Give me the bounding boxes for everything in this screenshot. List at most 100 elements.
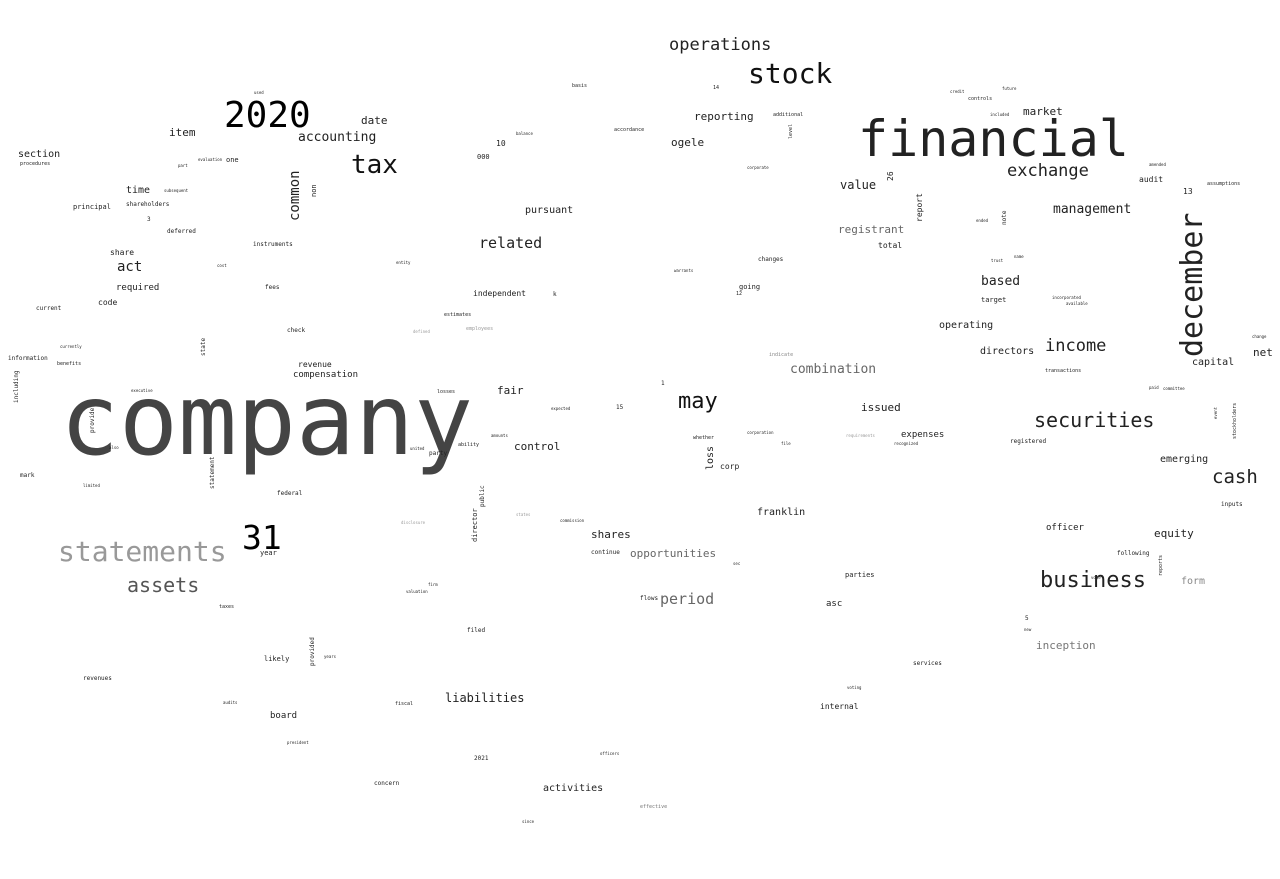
word-stock: stock [748, 57, 833, 90]
word-3: 3 [147, 216, 151, 223]
word-whether: whether [693, 435, 715, 441]
word-statement: statement [209, 456, 216, 489]
word-likely: likely [264, 655, 290, 663]
word-reporting: reporting [694, 110, 754, 123]
word-equity: equity [1154, 527, 1194, 540]
word-fair: fair [497, 384, 524, 397]
word-may: may [678, 389, 718, 414]
word-incorporated: incorporated [1052, 295, 1081, 300]
word-recognized: recognized [894, 441, 919, 446]
word-asc: asc [826, 599, 843, 609]
word-company: company [60, 364, 474, 478]
word-officer: officer [1046, 523, 1084, 533]
word-registrant: registrant [838, 223, 905, 236]
word-state: state [200, 337, 207, 356]
word-new: new [1024, 627, 1032, 632]
word-ability: ability [458, 442, 480, 448]
word-services: services [913, 660, 942, 667]
word-losses: losses [437, 389, 456, 395]
word-principal: principal [73, 203, 111, 211]
word-2020: 2020 [224, 95, 311, 136]
word-assets: assets [127, 573, 200, 597]
word-reports: reports [1158, 554, 1164, 576]
word-firm: firm [428, 582, 438, 587]
word-balance: balance [516, 131, 533, 136]
word-board: board [270, 711, 298, 721]
word-pursuant: pursuant [525, 205, 574, 216]
word-tax: tax [351, 150, 398, 180]
word-26: 26 [886, 171, 895, 181]
word-corporation: corporation [747, 430, 774, 435]
word-entity: entity [396, 260, 411, 265]
word-act: act [117, 259, 143, 275]
word-operations: operations [669, 35, 772, 55]
word-emerging: emerging [1160, 454, 1209, 465]
word-president: president [287, 740, 309, 745]
word-included: included [990, 112, 1010, 117]
word-income: income [1045, 336, 1107, 356]
word-used: used [254, 90, 264, 95]
word-shareholders: shareholders [126, 201, 170, 208]
word-compensation: compensation [293, 370, 359, 380]
word-amended: amended [1149, 162, 1166, 167]
word-valuation: valuation [406, 589, 428, 594]
word-also: also [109, 445, 119, 450]
word-internal: internal [820, 702, 859, 711]
word-value: value [840, 178, 877, 192]
word-corporate: corporate [747, 165, 769, 170]
word-revenues: revenues [83, 675, 112, 682]
word-cash: cash [1212, 466, 1258, 488]
word-section: section [18, 149, 61, 160]
word-voting: voting [847, 685, 862, 690]
word-flows: flows [640, 595, 659, 602]
word-states: states [516, 512, 531, 517]
word-ended: ended [976, 218, 989, 223]
word-2021: 2021 [474, 755, 489, 762]
word-loss: loss [705, 445, 716, 470]
word-changes: changes [758, 256, 784, 263]
word-additional: additional [773, 112, 804, 118]
word-party: party [429, 450, 448, 457]
word-instruments: instruments [253, 241, 293, 248]
word-financial: financial [858, 110, 1129, 168]
word-evaluation: evaluation [198, 157, 223, 162]
word-taxes: taxes [219, 604, 235, 610]
word-k: k [553, 291, 557, 298]
word-following: following [1117, 550, 1150, 557]
word-future: future [1002, 86, 1017, 91]
word-since: since [522, 819, 535, 824]
word-disclosure: disclosure [401, 520, 426, 525]
word-vote: vote [1091, 575, 1101, 580]
word-continue: continue [591, 549, 620, 556]
word-trust: trust [991, 258, 1004, 263]
word-procedures: procedures [20, 161, 51, 167]
word-shares: shares [591, 528, 631, 541]
word-combination: combination [790, 362, 877, 377]
word-net: net [1253, 346, 1273, 359]
word-target: target [981, 296, 1007, 304]
word-form: form [1181, 576, 1206, 587]
word-executive: executive [131, 388, 153, 393]
word-12: 12 [736, 291, 743, 297]
word-name: name [1014, 254, 1024, 259]
word-fiscal: fiscal [395, 701, 414, 707]
word-deferred: deferred [167, 228, 196, 235]
word-ogele: ogele [671, 136, 705, 149]
word-file: file [781, 441, 791, 446]
word-31: 31 [242, 518, 282, 557]
word-level: level [788, 123, 794, 139]
word-subsequent: subsequent [164, 188, 189, 193]
word-accordance: accordance [614, 127, 645, 133]
word-provided: provided [309, 637, 316, 666]
word-year: year [260, 549, 277, 557]
word-amounts: amounts [491, 433, 508, 438]
word-10: 10 [496, 139, 506, 148]
word-filed: filed [467, 627, 486, 634]
word-based: based [981, 274, 1021, 289]
word-assumptions: assumptions [1207, 181, 1241, 187]
word-committee: committee [1163, 386, 1185, 391]
word-13: 13 [1183, 187, 1193, 196]
word-corp: corp [720, 462, 740, 471]
word-15: 15 [616, 404, 624, 411]
word-item: item [169, 126, 196, 139]
